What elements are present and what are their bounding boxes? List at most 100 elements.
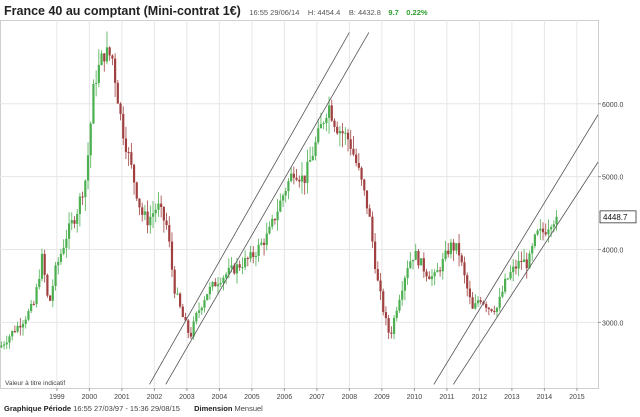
candle-body [433, 272, 436, 277]
candle-body [398, 299, 401, 311]
candle-body [279, 200, 282, 212]
trend-channel-line [165, 32, 370, 385]
candle-body [555, 216, 558, 225]
candle-body [490, 309, 493, 312]
period-value: 16:55 27/03/97 - 15:36 29/08/15 [73, 404, 180, 413]
candle-body [57, 261, 60, 266]
candle-body [143, 211, 146, 215]
candle-body [46, 274, 49, 296]
candle-body [436, 270, 439, 273]
y-tick-label: 3000.0 [602, 320, 624, 327]
x-tick-label: 2008 [342, 394, 358, 401]
x-tick-label: 2001 [114, 394, 130, 401]
candle-body [466, 275, 469, 289]
candle-body [179, 293, 182, 307]
candle-body [281, 195, 285, 201]
candle-body [474, 303, 477, 309]
candle-body [325, 117, 328, 124]
candle-body [487, 307, 490, 310]
candle-body [2, 344, 6, 346]
bid-value: 4432.8 [358, 8, 381, 17]
candle-body [262, 242, 266, 245]
candle-body [254, 255, 258, 257]
candle-body [124, 138, 128, 153]
candle-body [371, 216, 374, 242]
candle-body [541, 228, 545, 233]
candle-body [298, 179, 301, 182]
x-tick-label: 2014 [537, 394, 553, 401]
candle-body [100, 53, 103, 65]
x-tick-label: 2005 [244, 394, 260, 401]
candle-body [176, 293, 179, 295]
candle-body [216, 284, 220, 287]
dimension-label: Dimension [194, 404, 233, 413]
trend-channel-line [433, 114, 599, 385]
candle-body [19, 325, 22, 328]
candle-body [414, 250, 417, 260]
candle-body [360, 167, 363, 180]
candle-body [544, 232, 547, 235]
trend-channel-line [453, 161, 599, 385]
candle-body [327, 105, 331, 118]
candle-body [170, 241, 174, 270]
candle-body [428, 276, 431, 280]
x-tick-label: 2006 [277, 394, 293, 401]
candle-body [501, 291, 504, 297]
candle-body [40, 253, 44, 279]
candle-body [292, 173, 295, 178]
candle-body [127, 152, 130, 154]
candle-body [105, 47, 109, 62]
candle-body [449, 242, 453, 255]
period-label: Graphique Période [4, 404, 72, 413]
candle-body [330, 105, 333, 121]
x-tick-label: 2002 [147, 394, 163, 401]
candle-body [65, 238, 68, 248]
candle-body [114, 58, 117, 83]
y-tick-label: 4000.0 [602, 248, 624, 255]
indicative-value-note: Valeur à titre indicatif [5, 380, 65, 387]
candle-body [417, 250, 420, 266]
candle-body [287, 181, 290, 192]
candle-body [314, 142, 317, 156]
candle-body [319, 124, 323, 129]
candle-body [403, 278, 406, 291]
candle-body [149, 216, 152, 226]
y-tick-label: 5000.0 [602, 175, 624, 182]
candle-body [471, 297, 474, 309]
candle-body [284, 191, 287, 196]
candle-body [420, 258, 423, 266]
candle-body [525, 259, 528, 269]
candle-body [517, 260, 520, 269]
x-tick-label: 2007 [309, 394, 325, 401]
candle-body [317, 128, 320, 143]
dimension-value: Mensuel [234, 404, 263, 413]
candle-body [84, 180, 87, 198]
candle-body [81, 196, 84, 198]
x-tick-label: 2004 [212, 394, 228, 401]
candle-body [536, 230, 539, 235]
candle-body [444, 250, 447, 259]
candle-body [344, 132, 347, 134]
candle-body [257, 244, 260, 256]
high-value: 4454.4 [317, 8, 341, 17]
high-label: H: [307, 8, 316, 17]
candle-body [59, 253, 63, 262]
candle-body [116, 82, 119, 104]
candle-body [341, 131, 344, 134]
candle-body [135, 182, 138, 199]
candle-body [550, 226, 553, 230]
last-price-label: 4448.7 [603, 213, 628, 222]
candle-body [528, 253, 531, 269]
candle-body [368, 208, 371, 217]
candle-body [208, 286, 211, 295]
high-quote: H: 4454.4 [308, 8, 341, 17]
candle-body [95, 83, 98, 85]
candle-body [130, 152, 133, 165]
candle-body [468, 288, 471, 298]
candle-body [379, 280, 382, 292]
candle-body [173, 269, 176, 294]
candle-body [522, 259, 526, 262]
candle-body [200, 307, 203, 311]
candle-body [13, 331, 16, 333]
